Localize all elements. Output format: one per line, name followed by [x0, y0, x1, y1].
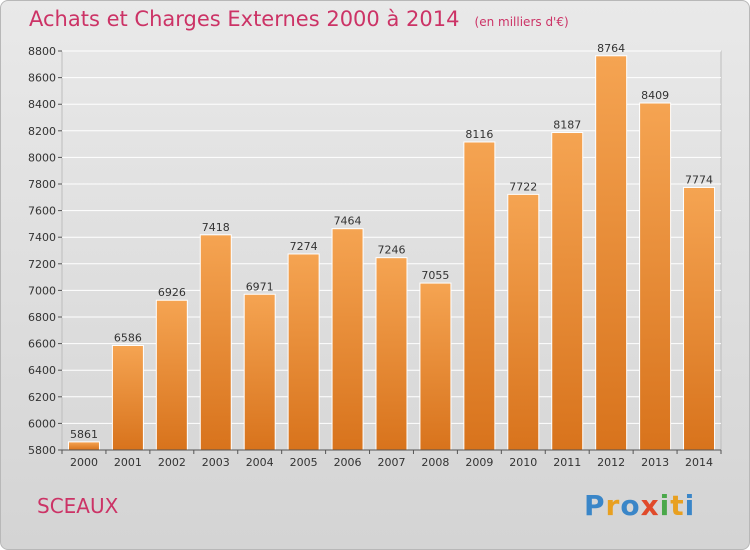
y-tick-label: 8200 [28, 125, 56, 138]
x-tick-label: 2002 [158, 456, 186, 469]
data-label: 7274 [290, 240, 318, 253]
bar-2004 [243, 293, 276, 451]
y-tick-label: 6400 [28, 364, 56, 377]
logo-letter: r [605, 489, 621, 522]
bar-2001 [111, 344, 144, 451]
bar-2002 [155, 299, 188, 451]
y-tick-label: 6600 [28, 338, 56, 351]
x-tick-label: 2013 [641, 456, 669, 469]
y-tick-label: 6800 [28, 311, 56, 324]
y-tick-label: 8400 [28, 98, 56, 111]
bar-2010 [507, 193, 540, 451]
bar-2003 [199, 234, 232, 451]
x-tick-label: 2007 [378, 456, 406, 469]
bar-2012 [595, 55, 628, 451]
data-label: 7055 [421, 269, 449, 282]
chart-title-block: Achats et Charges Externes 2000 à 2014 (… [29, 7, 569, 31]
x-tick-label: 2011 [553, 456, 581, 469]
bar-2000 [67, 441, 100, 451]
proxiti-logo: Proxiti [584, 489, 695, 522]
y-tick-label: 7600 [28, 205, 56, 218]
y-tick-label: 8800 [28, 45, 56, 58]
data-label: 8116 [465, 128, 493, 141]
x-tick-label: 2004 [246, 456, 274, 469]
bar-2013 [639, 102, 672, 451]
y-tick-label: 7800 [28, 178, 56, 191]
x-tick-label: 2010 [509, 456, 537, 469]
bar-2005 [287, 253, 320, 451]
bar-2006 [331, 228, 364, 451]
data-label: 8409 [641, 89, 669, 102]
data-label: 7774 [685, 173, 713, 186]
logo-letter: t [670, 489, 685, 522]
data-labels: 5861 6586 6926 7418 6971 7274 7464 7246 7055 8116… [70, 42, 713, 441]
logo-letter: i [659, 489, 671, 522]
y-tick-label: 6200 [28, 391, 56, 404]
y-tick-label: 8000 [28, 151, 56, 164]
data-label: 5861 [70, 428, 98, 441]
x-tick-label: 2008 [421, 456, 449, 469]
x-axis: 2000 2001 2002 2003 2004 2005 2006 2007 2008 2009… [61, 449, 722, 469]
bar-2008 [419, 282, 452, 451]
bar-2011 [551, 132, 584, 451]
y-tick-label: 5800 [28, 444, 56, 457]
data-label: 7246 [378, 244, 406, 257]
y-tick-label: 8600 [28, 72, 56, 85]
bars [67, 55, 716, 451]
logo-letter: i [684, 489, 696, 522]
x-tick-label: 2012 [597, 456, 625, 469]
x-tick-label: 2006 [334, 456, 362, 469]
x-tick-label: 2000 [70, 456, 98, 469]
data-label: 7418 [202, 221, 230, 234]
y-tick-label: 6000 [28, 417, 56, 430]
x-tick-label: 2001 [114, 456, 142, 469]
bar-2009 [463, 141, 496, 451]
chart-title: Achats et Charges Externes 2000 à 2014 [29, 7, 460, 31]
logo-letter: P [584, 489, 606, 522]
data-label: 6586 [114, 331, 142, 344]
logo-letter: x [640, 489, 660, 522]
bar-2007 [375, 257, 408, 451]
city-name: SCEAUX [37, 494, 119, 518]
y-axis: 5800 6000 6200 6400 6600 6800 7000 7200 7400 7600… [28, 45, 62, 457]
y-tick-label: 7000 [28, 284, 56, 297]
y-tick-label: 7200 [28, 258, 56, 271]
data-label: 6971 [246, 280, 274, 293]
data-label: 7464 [334, 215, 362, 228]
data-label: 6926 [158, 286, 186, 299]
x-tick-label: 2005 [290, 456, 318, 469]
x-tick-label: 2003 [202, 456, 230, 469]
bar-2014 [683, 186, 716, 451]
data-label: 7722 [509, 180, 537, 193]
data-label: 8187 [553, 119, 581, 132]
x-tick-label: 2014 [685, 456, 713, 469]
data-label: 8764 [597, 42, 625, 55]
chart-unit: (en milliers d'€) [474, 15, 569, 29]
logo-letter: o [620, 489, 641, 522]
y-tick-label: 7400 [28, 231, 56, 244]
x-tick-label: 2009 [465, 456, 493, 469]
